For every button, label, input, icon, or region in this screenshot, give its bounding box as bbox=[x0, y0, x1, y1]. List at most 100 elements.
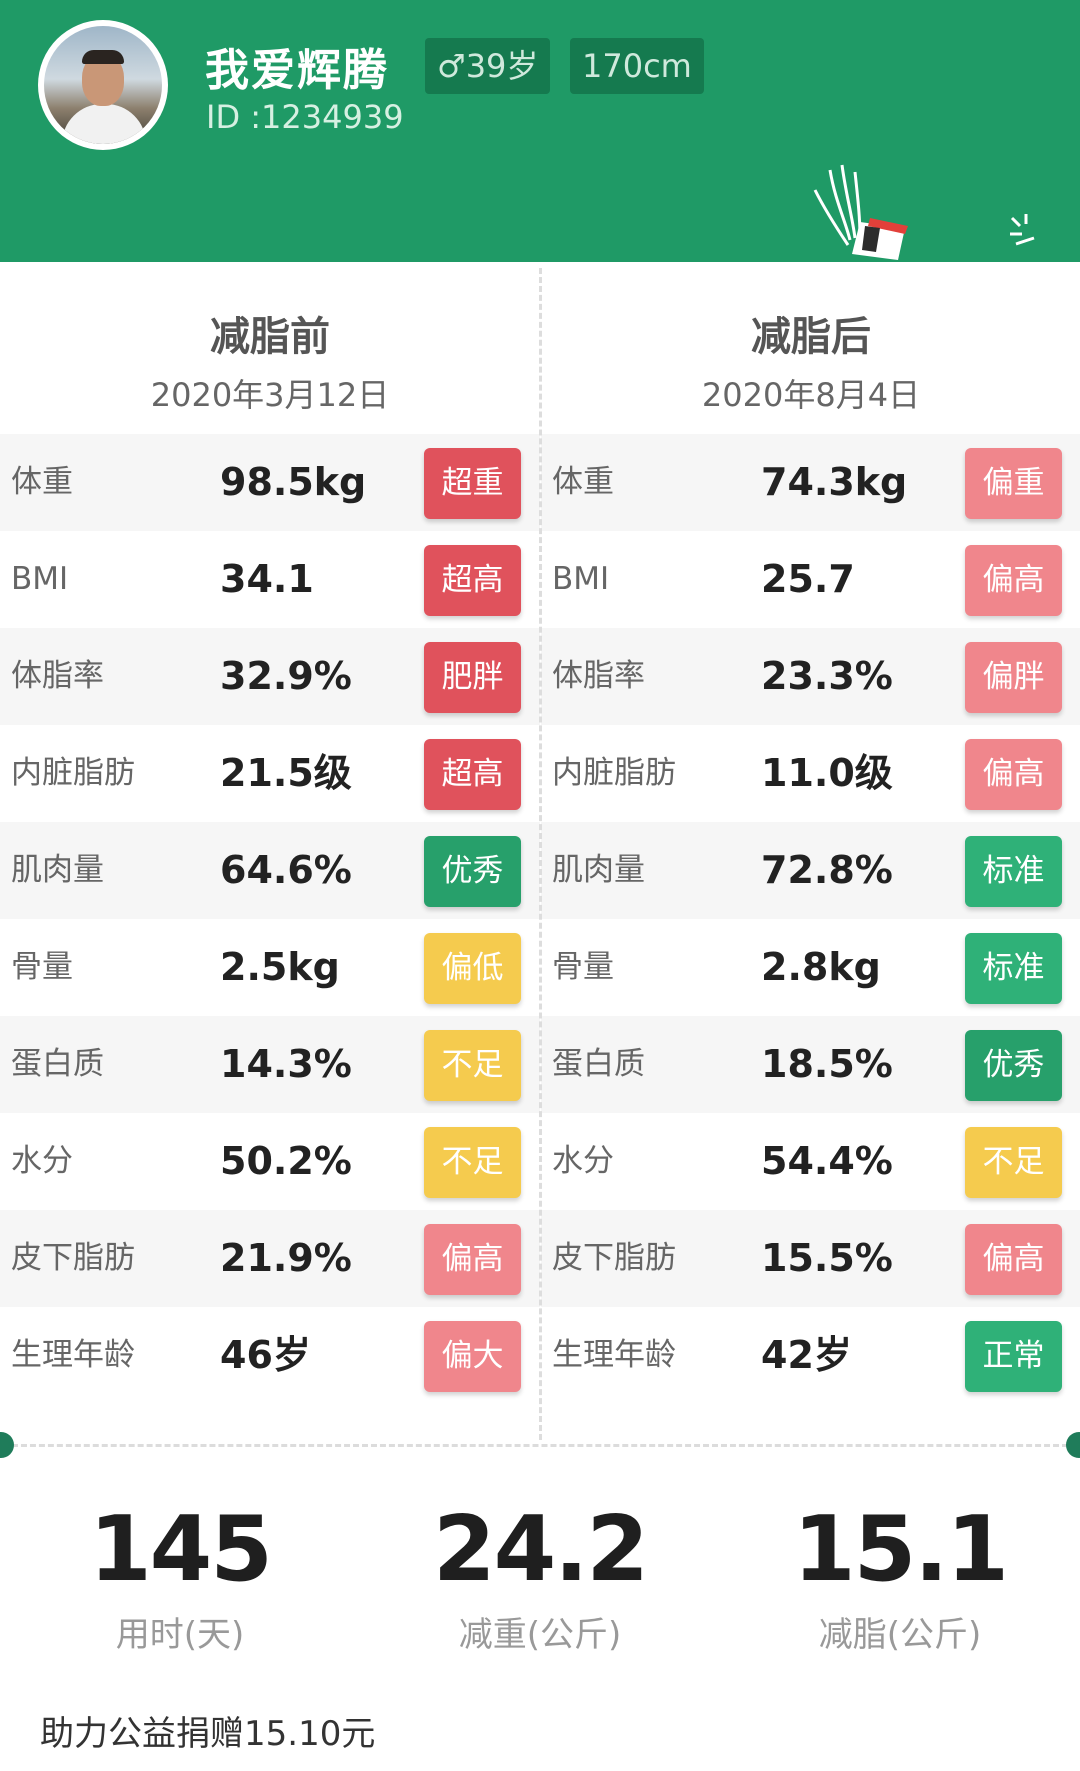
metric-value: 14.3% bbox=[220, 1042, 352, 1086]
metric-row: 生理年龄 42岁 正常 bbox=[541, 1307, 1080, 1404]
status-badge: 偏低 bbox=[424, 933, 521, 1004]
ticket-notch-right bbox=[1066, 1432, 1080, 1458]
stat-weight-loss: 24.2 减重(公斤) bbox=[360, 1495, 720, 1656]
status-badge: 标准 bbox=[965, 836, 1062, 907]
height-badge: 170cm bbox=[570, 38, 704, 94]
section-divider bbox=[12, 1444, 1068, 1447]
metric-row: 皮下脂肪 15.5% 偏高 bbox=[541, 1210, 1080, 1307]
stat-caption: 用时(天) bbox=[115, 1615, 245, 1655]
metric-row: 体重 98.5kg 超重 bbox=[0, 434, 540, 531]
status-badge: 正常 bbox=[965, 1321, 1062, 1392]
metric-label: 内脏脂肪 bbox=[11, 755, 135, 791]
metric-row: 体脂率 32.9% 肥胖 bbox=[0, 628, 540, 725]
status-badge: 优秀 bbox=[965, 1030, 1062, 1101]
metric-value: 32.9% bbox=[220, 654, 352, 698]
metric-label: 水分 bbox=[11, 1143, 73, 1179]
metric-label: 生理年龄 bbox=[552, 1337, 676, 1373]
metric-label: 体重 bbox=[11, 464, 73, 500]
metric-value: 34.1 bbox=[220, 557, 314, 601]
status-badge: 肥胖 bbox=[424, 642, 521, 713]
metric-value: 23.3% bbox=[761, 654, 893, 698]
status-badge: 偏高 bbox=[965, 1224, 1062, 1295]
metric-row: 蛋白质 18.5% 优秀 bbox=[541, 1016, 1080, 1113]
metric-label: 水分 bbox=[552, 1143, 614, 1179]
status-badge: 不足 bbox=[424, 1030, 521, 1101]
before-title: 减脂前 bbox=[210, 314, 330, 360]
metric-label: 体脂率 bbox=[552, 658, 645, 694]
status-badge: 偏高 bbox=[965, 545, 1062, 616]
metric-label: 蛋白质 bbox=[552, 1046, 645, 1082]
status-badge: 超重 bbox=[424, 448, 521, 519]
stat-caption: 减脂(公斤) bbox=[818, 1615, 982, 1655]
metric-row: 皮下脂肪 21.9% 偏高 bbox=[0, 1210, 540, 1307]
after-date: 2020年8月4日 bbox=[701, 376, 921, 414]
metric-label: 骨量 bbox=[11, 949, 73, 985]
column-divider bbox=[539, 268, 542, 1440]
status-badge: 偏高 bbox=[424, 1224, 521, 1295]
avatar-photo bbox=[44, 26, 162, 144]
status-badge: 偏大 bbox=[424, 1321, 521, 1392]
status-badge: 不足 bbox=[424, 1127, 521, 1198]
metric-value: 25.7 bbox=[761, 557, 855, 601]
avatar[interactable] bbox=[38, 20, 168, 150]
metric-value: 21.9% bbox=[220, 1236, 352, 1280]
metric-value: 50.2% bbox=[220, 1139, 352, 1183]
metric-value: 18.5% bbox=[761, 1042, 893, 1086]
donation-text: 助力公益捐赠15.10元 bbox=[40, 1714, 376, 1754]
stat-caption: 减重(公斤) bbox=[458, 1615, 622, 1655]
metric-label: 骨量 bbox=[552, 949, 614, 985]
metric-row: 内脏脂肪 21.5级 超高 bbox=[0, 725, 540, 822]
metric-row: 肌肉量 72.8% 标准 bbox=[541, 822, 1080, 919]
metric-value: 2.8kg bbox=[761, 945, 881, 989]
metric-row: 内脏脂肪 11.0级 偏高 bbox=[541, 725, 1080, 822]
metric-row: 蛋白质 14.3% 不足 bbox=[0, 1016, 540, 1113]
metric-row: 水分 54.4% 不足 bbox=[541, 1113, 1080, 1210]
metric-value: 42岁 bbox=[761, 1333, 852, 1377]
stat-value: 24.2 bbox=[432, 1497, 649, 1602]
metric-label: 肌肉量 bbox=[11, 852, 104, 888]
status-badge: 超高 bbox=[424, 545, 521, 616]
metric-label: 体重 bbox=[552, 464, 614, 500]
metric-label: 生理年龄 bbox=[11, 1337, 135, 1373]
metric-row: 水分 50.2% 不足 bbox=[0, 1113, 540, 1210]
stat-value: 145 bbox=[89, 1497, 273, 1602]
metric-value: 72.8% bbox=[761, 848, 893, 892]
stat-fat-loss: 15.1 减脂(公斤) bbox=[720, 1495, 1080, 1656]
metric-value: 54.4% bbox=[761, 1139, 893, 1183]
before-date: 2020年3月12日 bbox=[150, 376, 390, 414]
status-badge: 偏高 bbox=[965, 739, 1062, 810]
status-badge: 优秀 bbox=[424, 836, 521, 907]
metric-value: 11.0级 bbox=[761, 751, 893, 795]
metric-row: 体脂率 23.3% 偏胖 bbox=[541, 628, 1080, 725]
metric-label: 皮下脂肪 bbox=[552, 1240, 676, 1276]
metric-label: 蛋白质 bbox=[11, 1046, 104, 1082]
hand-scale-illustration-icon bbox=[813, 164, 908, 260]
profile-header: 我爱辉腾 ID :1234939 ♂39岁 170cm bbox=[0, 0, 1080, 262]
metric-value: 21.5级 bbox=[220, 751, 352, 795]
status-badge: 标准 bbox=[965, 933, 1062, 1004]
status-badge: 偏胖 bbox=[965, 642, 1062, 713]
user-id: ID :1234939 bbox=[206, 98, 404, 136]
metric-value: 74.3kg bbox=[761, 460, 908, 504]
metric-label: 体脂率 bbox=[11, 658, 104, 694]
metric-value: 15.5% bbox=[761, 1236, 893, 1280]
metric-label: 皮下脂肪 bbox=[11, 1240, 135, 1276]
metric-value: 64.6% bbox=[220, 848, 352, 892]
metric-value: 46岁 bbox=[220, 1333, 311, 1377]
ticket-notch-left bbox=[0, 1432, 14, 1458]
status-badge: 偏重 bbox=[965, 448, 1062, 519]
metric-row: 骨量 2.5kg 偏低 bbox=[0, 919, 540, 1016]
user-name: 我爱辉腾 bbox=[205, 45, 389, 96]
metric-row: 肌肉量 64.6% 优秀 bbox=[0, 822, 540, 919]
metric-label: 内脏脂肪 bbox=[552, 755, 676, 791]
metric-label: BMI bbox=[11, 561, 69, 597]
stat-days: 145 用时(天) bbox=[0, 1495, 360, 1656]
metric-value: 98.5kg bbox=[220, 460, 367, 504]
metric-row: BMI 34.1 超高 bbox=[0, 531, 540, 628]
metric-row: BMI 25.7 偏高 bbox=[541, 531, 1080, 628]
gender-age-badge: ♂39岁 bbox=[425, 38, 551, 94]
metric-label: 肌肉量 bbox=[552, 852, 645, 888]
metric-row: 骨量 2.8kg 标准 bbox=[541, 919, 1080, 1016]
metric-value: 2.5kg bbox=[220, 945, 340, 989]
status-badge: 不足 bbox=[965, 1127, 1062, 1198]
